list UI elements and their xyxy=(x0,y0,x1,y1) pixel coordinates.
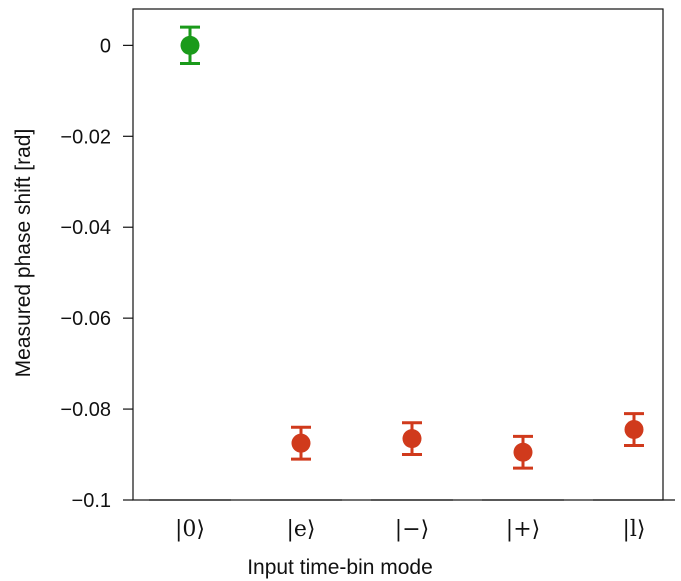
data-point xyxy=(180,25,200,66)
point-marker xyxy=(402,429,422,449)
y-tick-label: −0.06 xyxy=(60,308,111,330)
point-marker xyxy=(180,35,200,55)
data-point xyxy=(291,425,311,461)
y-axis: 0 −0.02 −0.04 −0.06 −0.08 −0.1 xyxy=(60,35,133,512)
x-tick-label: |+⟩ xyxy=(506,517,540,542)
y-axis-title: Measured phase shift [rad] xyxy=(12,129,35,378)
point-marker xyxy=(291,433,311,453)
x-axis-title: Input time-bin mode xyxy=(247,556,433,579)
plot-frame xyxy=(132,8,664,501)
x-tick-label: |0⟩ xyxy=(175,517,205,542)
y-tick-label: −0.02 xyxy=(60,126,111,148)
point-marker xyxy=(624,420,644,440)
point-marker xyxy=(513,442,533,462)
x-axis: |0⟩ |e⟩ |−⟩ |+⟩ |l⟩ xyxy=(149,499,675,542)
data-points xyxy=(180,25,644,470)
data-point xyxy=(402,421,422,457)
data-point xyxy=(513,434,533,470)
y-tick-label: 0 xyxy=(100,35,111,57)
data-point xyxy=(624,412,644,447)
x-tick-label: |l⟩ xyxy=(622,517,645,542)
y-tick-label: −0.04 xyxy=(60,217,111,239)
x-tick-label: |e⟩ xyxy=(286,517,315,542)
x-tick-label: |−⟩ xyxy=(395,517,429,542)
y-tick-label: −0.1 xyxy=(72,490,111,512)
y-tick-label: −0.08 xyxy=(60,399,111,421)
